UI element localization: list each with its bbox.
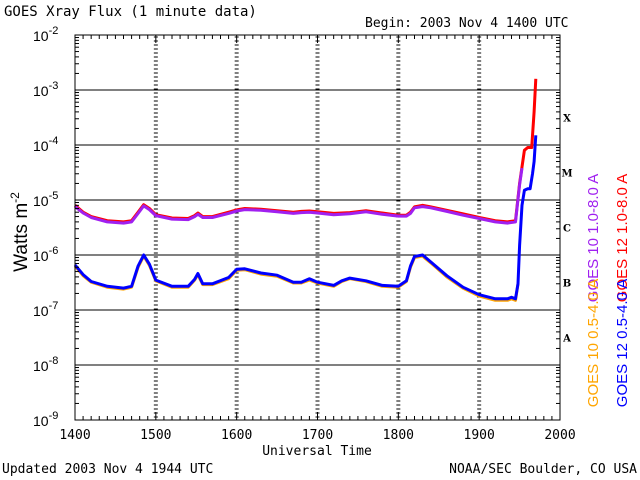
legend-goes10-short: GOES 10 0.5-4.0 A: [585, 279, 602, 407]
y-axis-label-main: Watts m: [11, 203, 32, 272]
x-tick-label: 1500: [140, 428, 171, 443]
series-line-goes-12-0-5-4-0-a: [73, 135, 538, 301]
y-tick-label: 10-5: [33, 190, 58, 209]
chart-title: GOES Xray Flux (1 minute data): [4, 4, 257, 20]
x-tick-label: 1400: [59, 428, 90, 443]
y-tick-label: 10-3: [33, 80, 58, 99]
y-tick-labels: 10-9 10-8 10-7 10-6 10-5 10-4 10-3 10-2: [33, 25, 58, 429]
series-line-goes-10-1-0-8-0-a: [74, 167, 524, 225]
x-tick-label: 1600: [221, 428, 252, 443]
y-axis-label: Watts m-2: [8, 192, 32, 272]
y-tick-label: 10-2: [33, 25, 58, 44]
flare-class-labels: A B C M X: [561, 114, 572, 345]
y-tick-label: 10-8: [33, 355, 58, 374]
svg-text:Watts m-2: Watts m-2: [8, 192, 32, 272]
flare-class-m: M: [561, 169, 572, 180]
x-tick-label: 2000: [544, 428, 575, 443]
x-tick-label: 1900: [464, 428, 495, 443]
x-tick-labels: 1400 1500 1600 1700 1800 1900 2000: [59, 428, 575, 443]
y-tick-label: 10-4: [33, 135, 58, 154]
begin-time: Begin: 2003 Nov 4 1400 UTC: [365, 16, 569, 31]
x-tick-label: 1800: [383, 428, 414, 443]
flare-class-b: B: [563, 279, 571, 290]
updated-timestamp: Updated 2003 Nov 4 1944 UTC: [2, 462, 213, 477]
y-tick-label: 10-9: [33, 410, 58, 429]
y-axis-label-exponent: -2: [8, 192, 22, 203]
flare-class-a: A: [562, 334, 571, 345]
legend-goes10-long: GOES 10 1.0-8.0 A: [585, 174, 602, 302]
flare-class-x: X: [563, 114, 571, 125]
series-lines: [73, 78, 538, 302]
hour-markers: [153, 36, 482, 418]
legend-upper-left: GOES 10 1.0-8.0 A: [585, 174, 602, 302]
legend-lower-right: GOES 12 0.5-4.0 A: [614, 279, 631, 407]
axis-ticks: [74, 34, 561, 421]
credit-line: NOAA/SEC Boulder, CO USA: [449, 462, 637, 477]
x-axis-label: Universal Time: [262, 444, 372, 459]
y-tick-label: 10-7: [33, 300, 58, 319]
flare-class-c: C: [563, 224, 571, 235]
x-tick-label: 1700: [302, 428, 333, 443]
grid: [75, 89, 560, 366]
legend-goes12-long: GOES 12 1.0-8.0 A: [614, 174, 631, 302]
y-tick-label: 10-6: [33, 245, 58, 264]
legend-upper-right: GOES 12 1.0-8.0 A: [614, 174, 631, 302]
legend-goes12-short: GOES 12 0.5-4.0 A: [614, 279, 631, 407]
legend-lower-left: GOES 10 0.5-4.0 A: [585, 279, 602, 407]
